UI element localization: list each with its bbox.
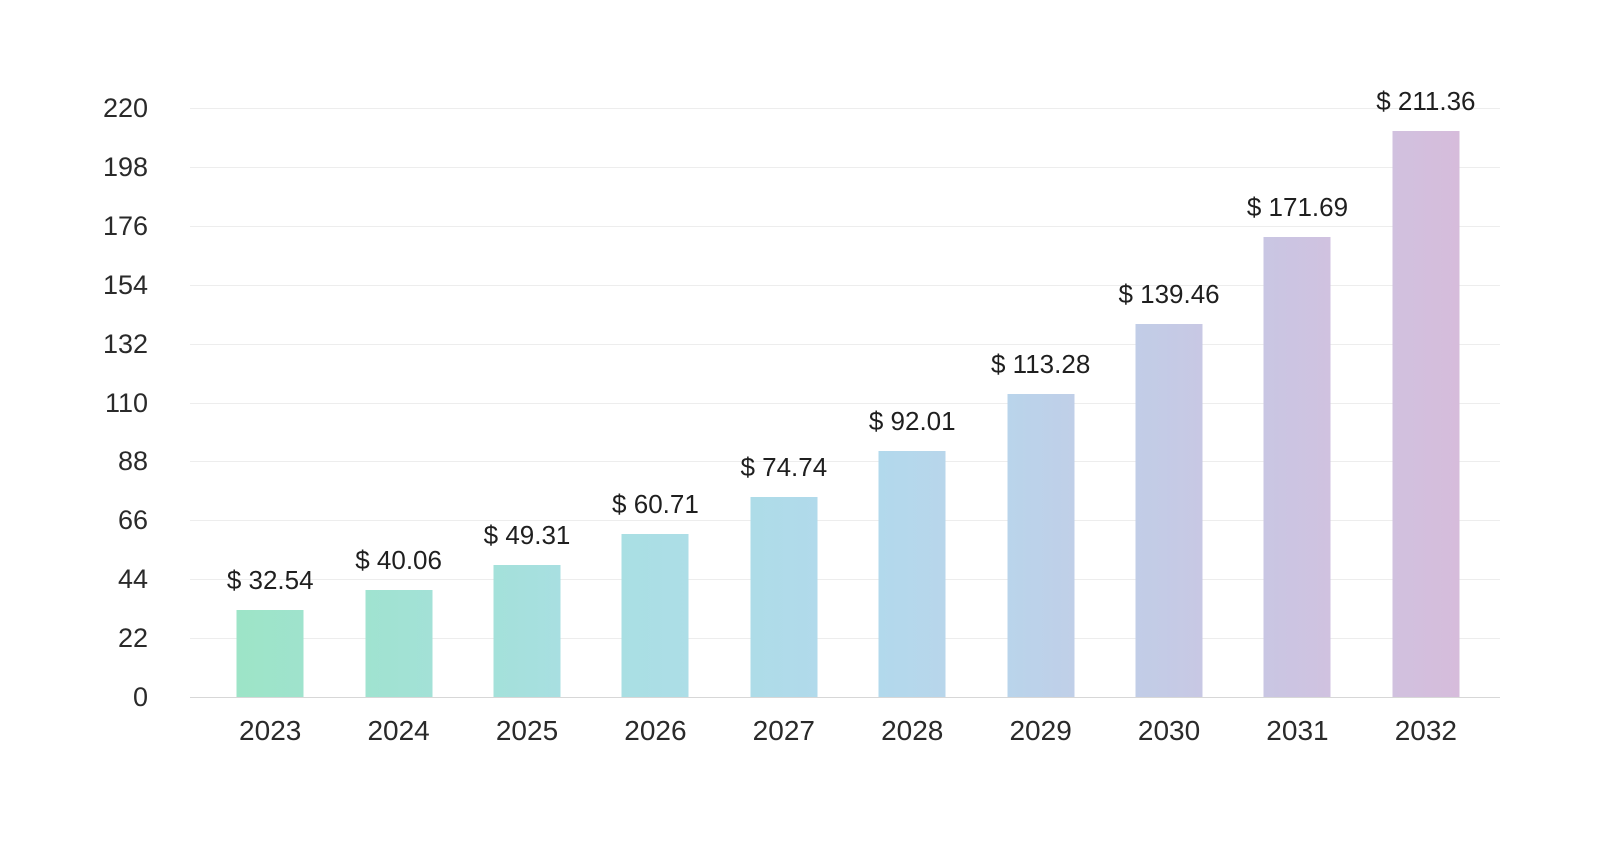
bar-value-label: $ 211.36 <box>1376 86 1476 117</box>
x-axis-tick-label: 2032 <box>1394 715 1457 746</box>
bar-value-label: $ 92.01 <box>868 405 956 436</box>
x-axis-tick-label: 2023 <box>239 715 302 746</box>
x-axis-tick-label: 2031 <box>1266 715 1329 746</box>
gridline <box>190 108 1500 109</box>
bar-group: $ 32.54 <box>206 108 334 697</box>
bar-group: $ 40.06 <box>334 108 462 697</box>
y-axis-tick-label: 132 <box>102 328 148 359</box>
bar-group: $ 211.36 <box>1362 86 1490 697</box>
x-axis-tick-label: 2024 <box>367 715 430 746</box>
gridline <box>190 638 1500 640</box>
y-axis-tick-label: 220 <box>102 93 148 123</box>
bar-group: $ 113.28 <box>976 108 1104 697</box>
bar <box>365 589 433 697</box>
gridline <box>190 225 1500 227</box>
gridline <box>190 579 1500 581</box>
gridline <box>190 520 1500 522</box>
y-axis-tick-label: 198 <box>102 151 148 182</box>
x-axis-tick-label: 2030 <box>1137 715 1201 746</box>
y-axis-tick-label: 88 <box>117 446 148 477</box>
y-axis-tick-label: 66 <box>117 505 148 536</box>
bar-value-label: $ 139.46 <box>1118 278 1220 309</box>
gridline <box>190 284 1500 286</box>
gridline <box>190 343 1500 345</box>
bar <box>1135 323 1203 697</box>
bar-value-label: $ 40.06 <box>355 544 442 575</box>
gridline <box>190 166 1500 168</box>
bar-value-label: $ 171.69 <box>1246 192 1349 223</box>
x-axis-baseline <box>190 697 1500 698</box>
y-axis-tick-label: 0 <box>132 682 148 712</box>
y-axis-tick-label: 176 <box>102 210 148 241</box>
gridline <box>190 402 1500 404</box>
x-axis-tick-label: 2028 <box>881 715 944 746</box>
bar <box>750 496 818 697</box>
bar <box>1392 131 1460 697</box>
bars-container: $ 32.54 $ 40.06 $ 49.31 $ 60.71 $ 74.74 $ 92.… <box>206 86 1490 697</box>
bar-group: $ 49.31 <box>463 108 591 697</box>
x-axis-tick-label: 2027 <box>752 715 815 746</box>
bar-group: $ 92.01 <box>848 108 976 697</box>
bar-value-label: $ 60.71 <box>612 489 699 520</box>
bar-group: $ 171.69 <box>1233 108 1361 697</box>
bar <box>878 450 946 697</box>
x-axis-tick-label: 2025 <box>495 715 559 746</box>
y-axis-tick-label: 154 <box>102 269 148 300</box>
bar-value-label: $ 113.28 <box>991 348 1091 379</box>
x-axis: 2023 2024 2025 2026 2027 2028 2029 2030 2031 2032 <box>206 712 1490 750</box>
bar <box>493 564 561 697</box>
bar-value-label: $ 74.74 <box>740 451 828 482</box>
bar <box>1263 237 1331 697</box>
x-axis-tick-label: 2029 <box>1009 715 1072 746</box>
y-axis-tick-label: 22 <box>117 623 148 654</box>
bar-group: $ 74.74 <box>720 108 848 697</box>
gridline <box>190 461 1500 463</box>
plot-area: $ 32.54 $ 40.06 $ 49.31 $ 60.71 $ 74.74 $ 92.… <box>190 86 1500 698</box>
x-axis-tick-label: 2026 <box>624 715 687 746</box>
bar-group: $ 60.71 <box>591 108 719 697</box>
bar <box>1007 393 1075 697</box>
bar <box>621 534 689 697</box>
y-axis-tick-label: 44 <box>117 564 148 595</box>
bar-value-label: $ 49.31 <box>483 519 571 550</box>
bar-group: $ 139.46 <box>1105 108 1233 697</box>
bar <box>236 609 304 697</box>
bar-value-label: $ 32.54 <box>226 564 314 595</box>
y-axis-tick-label: 110 <box>104 387 148 418</box>
